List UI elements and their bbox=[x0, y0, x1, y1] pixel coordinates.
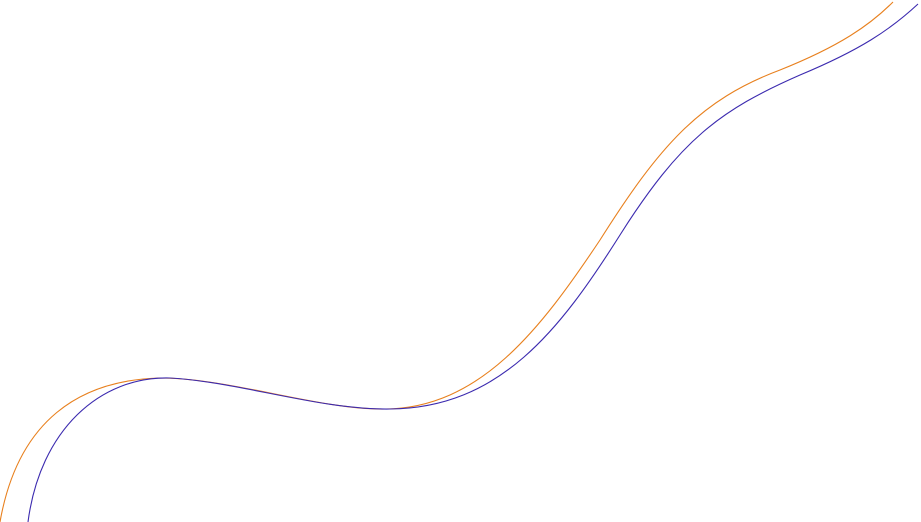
orange-curve bbox=[0, 1, 894, 522]
blue-curve bbox=[27, 3, 919, 522]
